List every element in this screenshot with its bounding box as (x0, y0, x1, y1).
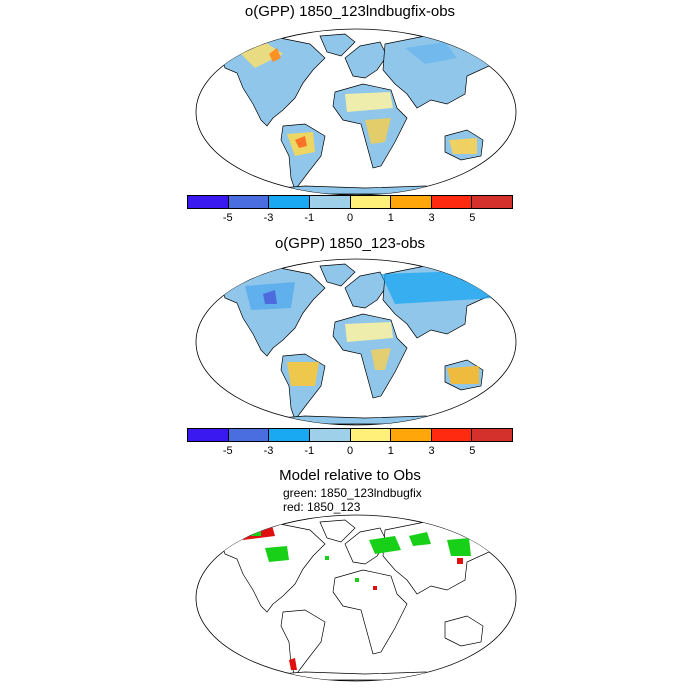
map-1-colorbar (187, 195, 513, 209)
colorbar-swatch (269, 196, 310, 208)
colorbar-swatch (391, 196, 432, 208)
comparison-map (195, 514, 517, 682)
tick-label: -5 (222, 212, 233, 224)
tick-label: 1 (387, 445, 394, 457)
map-2-colorbar (187, 428, 513, 442)
tick-label: 3 (428, 212, 435, 224)
comparison-legend-red: red: 1850_123 (283, 500, 361, 514)
comparison-title: Model relative to Obs (279, 467, 421, 484)
colorbar-swatch (472, 429, 512, 441)
colorbar-swatch (309, 429, 351, 441)
map-1-title: o(GPP) 1850_123lndbugfix-obs (244, 3, 456, 20)
tick-label: 0 (346, 445, 354, 457)
colorbar-swatch (431, 429, 473, 441)
colorbar-swatch (228, 429, 270, 441)
map-2-colorbar-ticks: -5 -3 -1 0 1 3 5 (187, 445, 513, 459)
colorbar-swatch (391, 429, 432, 441)
colorbar-swatch (188, 429, 229, 441)
tick-label: -1 (304, 212, 315, 224)
colorbar-swatch (269, 429, 310, 441)
tick-label: 0 (346, 212, 354, 224)
map-1-colorbar-ticks: -5 -3 -1 0 1 3 5 (187, 212, 513, 226)
tick-label: 3 (428, 445, 435, 457)
colorbar-swatch (228, 196, 270, 208)
comparison-legend-green: green: 1850_123lndbugfix (283, 486, 422, 500)
colorbar-swatch (350, 196, 392, 208)
tick-label: -3 (263, 212, 274, 224)
tick-label: 1 (387, 212, 394, 224)
map-2 (195, 258, 517, 426)
colorbar-swatch (472, 196, 512, 208)
tick-label: 5 (469, 212, 476, 224)
colorbar-swatch (188, 196, 229, 208)
tick-label: -5 (222, 445, 233, 457)
map-2-title: o(GPP) 1850_123-obs (274, 235, 426, 252)
tick-label: -1 (304, 445, 315, 457)
colorbar-swatch (309, 196, 351, 208)
map-1 (195, 28, 517, 196)
tick-label: -3 (263, 445, 274, 457)
colorbar-swatch (431, 196, 473, 208)
tick-label: 5 (469, 445, 476, 457)
colorbar-swatch (350, 429, 392, 441)
